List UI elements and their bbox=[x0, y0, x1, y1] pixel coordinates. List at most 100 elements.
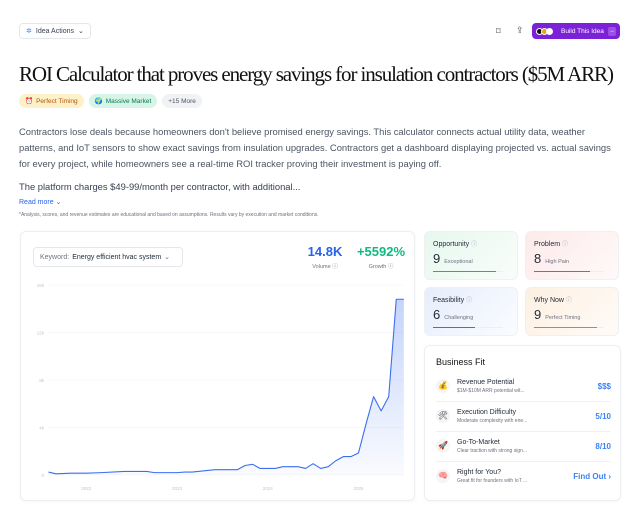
score-bar bbox=[534, 271, 604, 272]
description: Contractors lose deals because homeowner… bbox=[19, 126, 611, 169]
idea-actions-button[interactable]: ✲ Idea Actions ⌄ bbox=[19, 23, 91, 39]
score-label: Exceptional bbox=[444, 259, 473, 265]
score-value: 9 bbox=[534, 307, 542, 322]
avatars-icon bbox=[536, 27, 553, 35]
row-value: 5/10 bbox=[595, 411, 611, 421]
row-icon: 🛠 bbox=[436, 409, 450, 423]
business-fit-row[interactable]: 🚀 Go-To-Market Clear traction with strong … bbox=[436, 431, 611, 461]
divider bbox=[436, 431, 611, 432]
score-card-opportunity[interactable]: Opportunity ⓘ 9 Exceptional bbox=[424, 231, 518, 280]
description-continued: The platform charges $49-99/month per co… bbox=[19, 181, 301, 192]
tag-massive-market[interactable]: 🌍 Massive Market bbox=[88, 94, 158, 108]
growth-stat: +5592% Growth ⓘ bbox=[351, 244, 411, 270]
tag-list: ⏰ Perfect Timing 🌍 Massive Market +15 More bbox=[19, 94, 202, 108]
row-title: Go-To-Market bbox=[457, 438, 500, 446]
score-bar bbox=[433, 327, 503, 328]
tag-label: +15 More bbox=[168, 97, 196, 105]
page-title: ROI Calculator that proves energy saving… bbox=[19, 62, 614, 86]
x-tick-label: 2024 bbox=[263, 486, 274, 491]
read-more-label: Read more bbox=[19, 199, 54, 206]
idea-actions-label: Idea Actions bbox=[35, 27, 75, 35]
score-title: Why Now bbox=[534, 297, 564, 304]
divider bbox=[436, 401, 611, 402]
row-value[interactable]: Find Out › bbox=[573, 471, 611, 481]
row-icon: 🚀 bbox=[436, 439, 450, 453]
business-fit-card: Business Fit 💰 Revenue Potential $1M-$10M … bbox=[424, 345, 621, 501]
score-label: High Pain bbox=[545, 259, 570, 265]
chevron-down-icon: ⌄ bbox=[78, 28, 84, 35]
row-icon: 💰 bbox=[436, 379, 450, 393]
chevron-down-icon: ⌄ bbox=[55, 199, 62, 206]
trend-chart: 0 4k 8k 12k 16k 2022 2023 2024 2025 bbox=[37, 283, 404, 491]
build-label: Build This Idea bbox=[561, 27, 604, 35]
business-fit-row[interactable]: 🧠 Right for You? Great fit for founders wi… bbox=[436, 461, 611, 491]
business-fit-title: Business Fit bbox=[436, 357, 486, 367]
score-card-problem[interactable]: Problem ⓘ 8 High Pain bbox=[525, 231, 619, 280]
arrow-right-icon: → bbox=[607, 26, 616, 36]
tag-label: Massive Market bbox=[105, 97, 152, 105]
score-card-feasibility[interactable]: Feasibility ⓘ 6 Challenging bbox=[424, 287, 518, 336]
x-tick-label: 2023 bbox=[172, 486, 183, 491]
business-fit-row[interactable]: 🛠 Execution Difficulty Moderate complexity… bbox=[436, 401, 611, 431]
help-icon[interactable]: ⓘ bbox=[387, 264, 394, 270]
info-icon[interactable]: ⓘ bbox=[565, 298, 572, 304]
score-value: 9 bbox=[433, 251, 441, 266]
y-tick-label: 0 bbox=[41, 473, 44, 478]
chevron-down-icon: ⌄ bbox=[164, 254, 171, 261]
row-subtitle: Great fit for founders with IoT ... bbox=[457, 477, 528, 484]
row-value: 8/10 bbox=[595, 441, 611, 451]
info-icon[interactable]: ⓘ bbox=[466, 298, 473, 304]
volume-value: 14.8K bbox=[307, 244, 343, 259]
volume-stat: 14.8K Volume ⓘ bbox=[301, 244, 349, 270]
tag-label: Perfect Timing bbox=[36, 97, 78, 105]
row-title: Revenue Potential bbox=[457, 378, 515, 386]
read-more-link[interactable]: Read more ⌄ bbox=[19, 198, 624, 206]
growth-value: +5592% bbox=[356, 244, 406, 259]
business-fit-row[interactable]: 💰 Revenue Potential $1M-$10M ARR potential… bbox=[436, 371, 611, 401]
x-tick-label: 2025 bbox=[353, 486, 364, 491]
row-value: $$$ bbox=[597, 381, 611, 391]
row-icon: 🧠 bbox=[436, 469, 450, 483]
score-bar-fill bbox=[534, 327, 597, 328]
y-tick-label: 8k bbox=[39, 378, 45, 383]
alarm-clock-icon: ⏰ bbox=[25, 98, 34, 105]
score-value: 6 bbox=[433, 307, 441, 322]
y-tick-label: 16k bbox=[37, 283, 45, 288]
more-tags-button[interactable]: +15 More bbox=[162, 94, 202, 108]
volume-label: Volume bbox=[312, 264, 331, 270]
x-tick-label: 2022 bbox=[81, 486, 92, 491]
info-icon[interactable]: ⓘ bbox=[562, 242, 569, 248]
keyword-select[interactable]: Keyword: Energy efficient hvac system ⌄ bbox=[33, 247, 183, 267]
build-this-idea-button[interactable]: Build This Idea → bbox=[532, 23, 620, 39]
row-subtitle: Moderate complexity with ene... bbox=[457, 417, 528, 424]
bookmark-icon[interactable]: ⌑ bbox=[496, 26, 501, 36]
score-value: 8 bbox=[534, 251, 542, 266]
row-title: Execution Difficulty bbox=[457, 408, 517, 416]
score-bar-fill bbox=[534, 271, 590, 272]
score-bar-fill bbox=[433, 271, 496, 272]
series-line bbox=[48, 298, 404, 475]
help-icon[interactable]: ⓘ bbox=[332, 264, 338, 270]
tag-perfect-timing[interactable]: ⏰ Perfect Timing bbox=[19, 94, 84, 108]
score-bar-fill bbox=[433, 327, 475, 328]
score-card-why-now[interactable]: Why Now ⓘ 9 Perfect Timing bbox=[525, 287, 619, 336]
score-title: Opportunity bbox=[433, 241, 470, 248]
info-icon[interactable]: ⓘ bbox=[471, 242, 478, 248]
score-label: Perfect Timing bbox=[545, 315, 581, 321]
disclaimer: *Analysis, scores, and revenue estimates… bbox=[19, 212, 319, 218]
score-title: Feasibility bbox=[433, 297, 465, 304]
growth-label: Growth bbox=[368, 264, 387, 270]
keyword-label: Keyword: bbox=[40, 253, 70, 261]
series-area bbox=[48, 299, 404, 475]
row-subtitle: Clear traction with strong sign... bbox=[457, 447, 528, 454]
sparkle-icon: ✲ bbox=[26, 28, 32, 35]
share-icon[interactable]: ⇪ bbox=[516, 25, 524, 35]
divider bbox=[436, 461, 611, 462]
score-bar bbox=[433, 271, 503, 272]
y-tick-label: 12k bbox=[37, 331, 45, 336]
score-bar bbox=[534, 327, 604, 328]
score-label: Challenging bbox=[444, 315, 474, 321]
score-title: Problem bbox=[534, 241, 561, 248]
description-block: Contractors lose deals because homeowner… bbox=[19, 124, 624, 218]
trend-chart-card: Keyword: Energy efficient hvac system ⌄ 14… bbox=[20, 231, 415, 501]
